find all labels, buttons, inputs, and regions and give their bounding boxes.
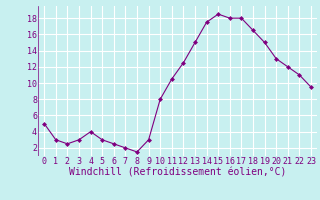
X-axis label: Windchill (Refroidissement éolien,°C): Windchill (Refroidissement éolien,°C): [69, 168, 286, 178]
